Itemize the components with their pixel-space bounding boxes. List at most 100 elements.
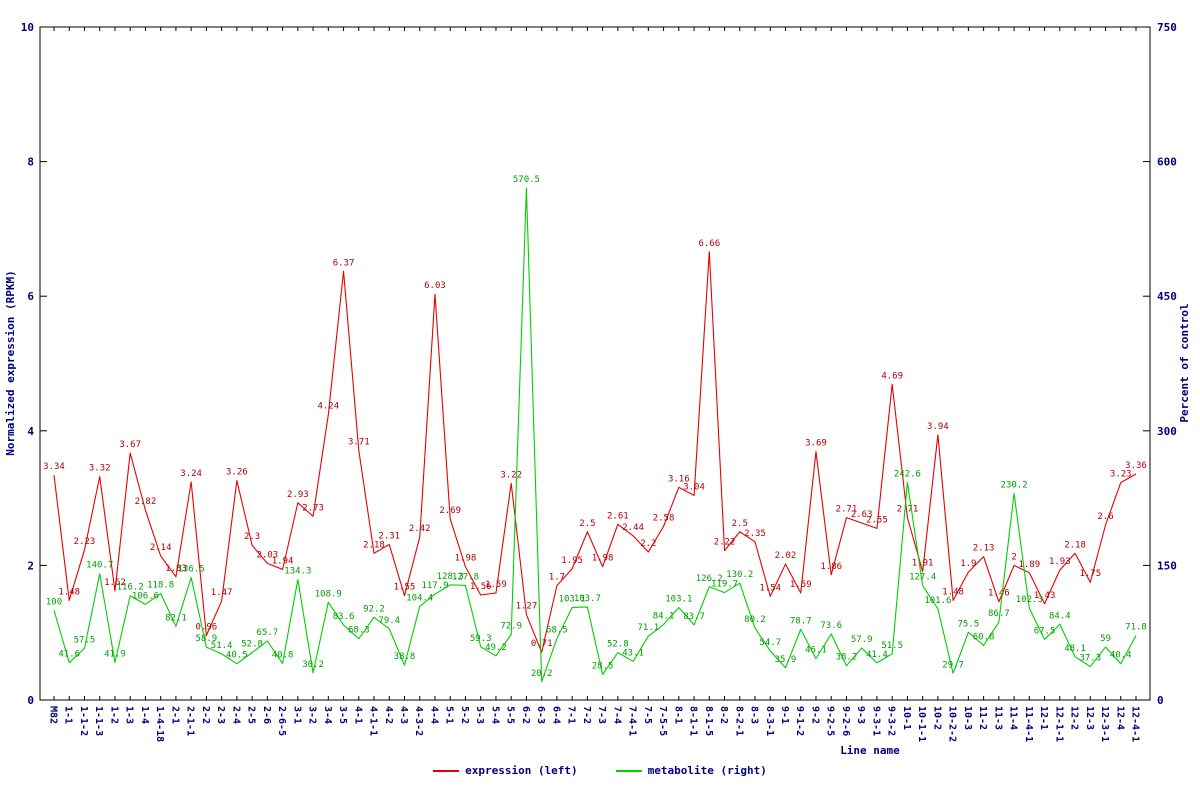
- svg-text:101.6: 101.6: [924, 596, 951, 606]
- svg-text:6-4: 6-4: [550, 706, 561, 724]
- svg-text:140.7: 140.7: [86, 561, 113, 571]
- svg-text:6.37: 6.37: [333, 258, 355, 268]
- svg-text:230.2: 230.2: [1001, 480, 1028, 490]
- svg-text:3.26: 3.26: [226, 468, 248, 478]
- svg-text:1.86: 1.86: [820, 562, 842, 572]
- svg-text:11-2: 11-2: [977, 706, 988, 730]
- svg-text:1.55: 1.55: [394, 583, 416, 593]
- svg-text:2.63: 2.63: [851, 510, 873, 520]
- svg-text:8-3-1: 8-3-1: [764, 706, 775, 736]
- svg-text:2.14: 2.14: [150, 543, 172, 553]
- svg-text:5-5: 5-5: [505, 706, 516, 724]
- svg-text:51.5: 51.5: [881, 641, 903, 651]
- svg-text:106.6: 106.6: [132, 591, 159, 601]
- svg-text:2.5: 2.5: [732, 519, 748, 529]
- svg-text:4: 4: [27, 425, 34, 438]
- svg-text:41.6: 41.6: [58, 650, 80, 660]
- svg-text:3.94: 3.94: [927, 422, 949, 432]
- svg-text:11-3: 11-3: [992, 706, 1003, 730]
- svg-text:2.5: 2.5: [579, 519, 595, 529]
- svg-text:38.8: 38.8: [394, 652, 416, 662]
- svg-text:68.5: 68.5: [546, 626, 568, 636]
- svg-text:2.18: 2.18: [1064, 540, 1086, 550]
- svg-text:11-4-1: 11-4-1: [1023, 706, 1034, 742]
- svg-text:1.91: 1.91: [912, 558, 934, 568]
- expression-line-swatch: [433, 769, 460, 772]
- svg-text:2.31: 2.31: [378, 532, 400, 542]
- svg-text:52.8: 52.8: [241, 640, 263, 650]
- svg-text:12-2: 12-2: [1069, 706, 1080, 730]
- svg-text:2.55: 2.55: [866, 515, 888, 525]
- svg-text:9-2-6: 9-2-6: [840, 706, 851, 736]
- svg-text:1.54: 1.54: [759, 583, 781, 593]
- svg-text:1.56: 1.56: [470, 582, 492, 592]
- svg-text:52.8: 52.8: [607, 640, 629, 650]
- svg-text:2.93: 2.93: [287, 490, 309, 500]
- svg-text:7-1: 7-1: [566, 706, 577, 724]
- svg-text:600: 600: [1157, 156, 1177, 169]
- svg-text:12-4: 12-4: [1114, 706, 1125, 730]
- svg-text:3-2: 3-2: [307, 706, 318, 724]
- svg-text:2.73: 2.73: [302, 503, 324, 513]
- svg-text:2.61: 2.61: [607, 511, 629, 521]
- svg-text:450: 450: [1157, 290, 1177, 303]
- svg-text:0: 0: [1157, 694, 1164, 707]
- svg-text:3.34: 3.34: [43, 462, 65, 472]
- legend-label-metabolite: metabolite (right): [647, 764, 767, 777]
- svg-text:1.59: 1.59: [790, 580, 812, 590]
- svg-text:84.4: 84.4: [1049, 611, 1071, 621]
- svg-text:7-2: 7-2: [581, 706, 592, 724]
- svg-text:78.7: 78.7: [790, 616, 812, 626]
- chart-legend: expression (left) metabolite (right): [0, 764, 1200, 777]
- svg-text:6-3: 6-3: [535, 706, 546, 724]
- svg-text:3-5: 3-5: [337, 706, 348, 724]
- svg-text:10-1-1: 10-1-1: [916, 706, 927, 742]
- svg-text:150: 150: [1157, 559, 1177, 572]
- svg-text:79.4: 79.4: [378, 616, 400, 626]
- svg-text:3.04: 3.04: [683, 482, 705, 492]
- svg-text:11-4: 11-4: [1008, 706, 1019, 730]
- svg-text:65.7: 65.7: [257, 628, 279, 638]
- svg-text:5-3: 5-3: [474, 706, 485, 724]
- svg-text:4-2: 4-2: [383, 706, 394, 724]
- metabolite-line: [53, 187, 1137, 683]
- svg-text:20.2: 20.2: [531, 669, 553, 679]
- svg-text:1.9: 1.9: [960, 559, 976, 569]
- svg-text:8-1-1: 8-1-1: [688, 706, 699, 736]
- expression-line: [53, 251, 1137, 653]
- svg-text:48.1: 48.1: [1064, 644, 1086, 654]
- svg-text:117.9: 117.9: [421, 581, 448, 591]
- svg-text:108.9: 108.9: [315, 589, 342, 599]
- svg-text:2.71: 2.71: [836, 505, 858, 515]
- svg-text:750: 750: [1157, 21, 1177, 34]
- svg-text:1.98: 1.98: [592, 554, 614, 564]
- svg-text:2.82: 2.82: [135, 497, 157, 507]
- svg-text:5-1: 5-1: [444, 706, 455, 724]
- svg-text:28.5: 28.5: [592, 661, 614, 671]
- svg-text:2: 2: [1011, 552, 1016, 562]
- svg-text:1.27: 1.27: [516, 602, 538, 612]
- svg-text:1.83: 1.83: [165, 564, 187, 574]
- svg-text:2.44: 2.44: [622, 523, 644, 533]
- svg-text:9-3: 9-3: [855, 706, 866, 724]
- svg-text:136.5: 136.5: [178, 565, 205, 575]
- svg-text:116.2: 116.2: [117, 583, 144, 593]
- svg-text:54.7: 54.7: [759, 638, 781, 648]
- svg-text:300: 300: [1157, 425, 1177, 438]
- svg-text:1.46: 1.46: [988, 589, 1010, 599]
- svg-text:4.24: 4.24: [317, 402, 339, 412]
- svg-text:0: 0: [27, 694, 34, 707]
- svg-text:2.13: 2.13: [973, 544, 995, 554]
- svg-text:8-2-1: 8-2-1: [733, 706, 744, 736]
- svg-text:9-1: 9-1: [779, 706, 790, 724]
- y-axis-left-title: Normalized expression (RPKM): [4, 270, 17, 455]
- svg-text:12-4-1: 12-4-1: [1130, 706, 1141, 742]
- svg-text:2-6: 2-6: [261, 706, 272, 724]
- svg-text:128.3: 128.3: [437, 572, 464, 582]
- svg-text:2.23: 2.23: [74, 537, 96, 547]
- x-axis-title: Line name: [840, 744, 900, 757]
- svg-text:0.96: 0.96: [196, 622, 218, 632]
- svg-text:7-4-1: 7-4-1: [627, 706, 638, 736]
- x-axis: M82 1-1 1-1-2 1-1-3 1-2 1-3 1-4 1-4-18 2-1 2-1-1 2…: [48, 27, 1141, 742]
- svg-text:0.71: 0.71: [531, 639, 553, 649]
